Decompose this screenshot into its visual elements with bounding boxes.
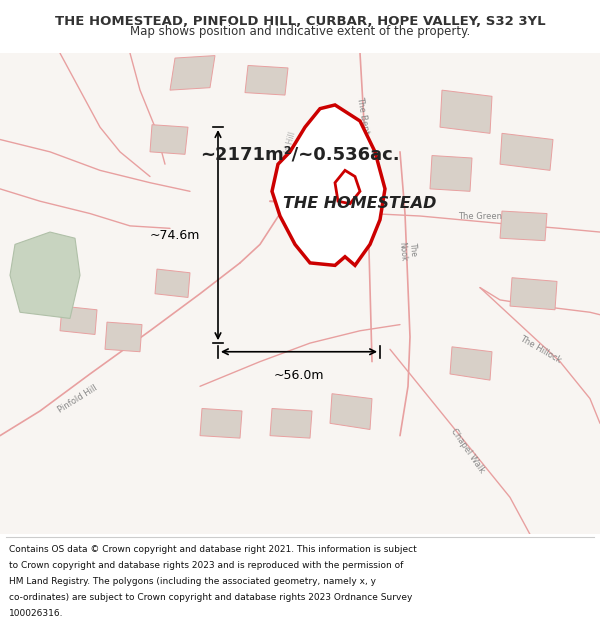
Text: THE HOMESTEAD, PINFOLD HILL, CURBAR, HOPE VALLEY, S32 3YL: THE HOMESTEAD, PINFOLD HILL, CURBAR, HOP… bbox=[55, 15, 545, 28]
Polygon shape bbox=[10, 232, 80, 318]
Text: ~2171m²/~0.536ac.: ~2171m²/~0.536ac. bbox=[200, 145, 400, 163]
Polygon shape bbox=[440, 90, 492, 133]
Text: CURBAR: CURBAR bbox=[290, 199, 331, 209]
Text: ~56.0m: ~56.0m bbox=[274, 369, 324, 382]
Text: HM Land Registry. The polygons (including the associated geometry, namely x, y: HM Land Registry. The polygons (includin… bbox=[9, 577, 376, 586]
Text: to Crown copyright and database rights 2023 and is reproduced with the permissio: to Crown copyright and database rights 2… bbox=[9, 561, 403, 570]
Polygon shape bbox=[335, 171, 360, 204]
Polygon shape bbox=[270, 409, 312, 438]
Polygon shape bbox=[510, 278, 557, 310]
Polygon shape bbox=[0, 53, 600, 534]
Polygon shape bbox=[245, 66, 288, 95]
Polygon shape bbox=[150, 125, 188, 154]
Polygon shape bbox=[450, 347, 492, 380]
Text: THE HOMESTEAD: THE HOMESTEAD bbox=[283, 196, 437, 211]
Text: co-ordinates) are subject to Crown copyright and database rights 2023 Ordnance S: co-ordinates) are subject to Crown copyr… bbox=[9, 593, 412, 602]
Polygon shape bbox=[500, 211, 547, 241]
Polygon shape bbox=[330, 394, 372, 429]
Text: The
Nook: The Nook bbox=[397, 240, 419, 261]
Text: The Bent: The Bent bbox=[355, 96, 371, 134]
Polygon shape bbox=[105, 322, 142, 352]
Polygon shape bbox=[60, 306, 97, 334]
Text: 100026316.: 100026316. bbox=[9, 609, 64, 618]
Text: Pinfold Hill: Pinfold Hill bbox=[278, 131, 298, 173]
Text: Chapel Walk: Chapel Walk bbox=[449, 426, 487, 474]
Polygon shape bbox=[430, 156, 472, 191]
Polygon shape bbox=[272, 105, 385, 266]
Polygon shape bbox=[170, 56, 215, 90]
Text: ~74.6m: ~74.6m bbox=[149, 229, 200, 242]
Text: Contains OS data © Crown copyright and database right 2021. This information is : Contains OS data © Crown copyright and d… bbox=[9, 545, 417, 554]
Polygon shape bbox=[155, 269, 190, 298]
Text: The Hillock: The Hillock bbox=[518, 334, 562, 365]
Polygon shape bbox=[200, 409, 242, 438]
Polygon shape bbox=[500, 133, 553, 171]
Text: Pinfold Hill: Pinfold Hill bbox=[56, 383, 100, 414]
Text: The Green: The Green bbox=[458, 211, 502, 221]
Text: Map shows position and indicative extent of the property.: Map shows position and indicative extent… bbox=[130, 25, 470, 38]
